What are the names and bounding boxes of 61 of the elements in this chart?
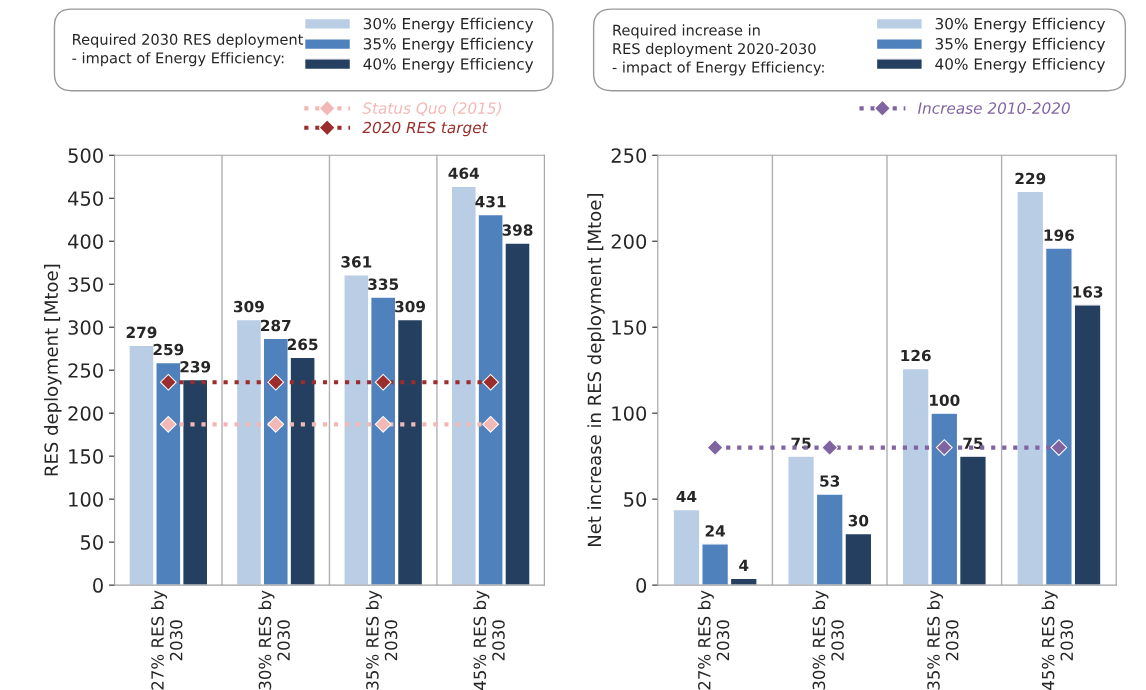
y-tick-label: 450 xyxy=(68,191,103,206)
y-tick-label: 250 xyxy=(68,363,103,378)
legend-label: 30% Energy Efficiency xyxy=(363,17,534,33)
legend-label: Increase 2010-2020 xyxy=(917,102,1070,114)
legend-title: Required 2030 RES deployment - impact of Energy Efficiency: xyxy=(72,33,304,67)
y-tick-label: 100 xyxy=(69,492,103,507)
y-axis-title: RES deployment [Mtoe] xyxy=(44,264,62,476)
data-label: 30 xyxy=(848,514,869,527)
data-label: 44 xyxy=(676,490,697,503)
data-label: 53 xyxy=(820,475,840,487)
y-tick-label: 200 xyxy=(68,406,103,421)
legend-label: 30% Energy Efficiency xyxy=(935,17,1106,33)
data-label: 229 xyxy=(1015,172,1046,185)
legend-label: 40% Energy Efficiency xyxy=(935,57,1106,73)
data-label: 279 xyxy=(126,326,157,339)
data-label: 163 xyxy=(1073,286,1103,298)
data-label: 398 xyxy=(502,224,533,236)
y-tick-label: 200 xyxy=(611,234,647,249)
data-label: 239 xyxy=(180,360,211,373)
data-label: 464 xyxy=(448,167,480,180)
data-label: 431 xyxy=(475,195,506,208)
legend-label: 35% Energy Efficiency xyxy=(363,37,534,53)
data-label: 335 xyxy=(368,278,399,290)
data-label: 361 xyxy=(341,256,372,268)
legend-title: Required increase in RES deployment 2020-2030 - impact of Energy Efficiency: xyxy=(612,24,824,76)
y-tick-label: 150 xyxy=(612,320,647,335)
data-label: 24 xyxy=(705,525,726,537)
legend-label: 2020 RES target xyxy=(362,121,489,137)
x-tick-label: 30% RES by 2030 xyxy=(812,590,844,690)
y-axis-title: Net increase in RES deployment [Mtoe] xyxy=(587,194,605,547)
x-tick-label: 27% RES by 2030 xyxy=(697,590,730,690)
data-label: 309 xyxy=(395,300,426,313)
y-tick-label: 50 xyxy=(624,492,647,507)
data-label: 309 xyxy=(233,300,264,313)
y-tick-label: 350 xyxy=(68,277,103,292)
x-tick-label: 45% RES by 2030 xyxy=(473,590,505,690)
x-tick-label: 45% RES by 2030 xyxy=(1041,590,1074,690)
y-tick-label: 0 xyxy=(636,578,647,593)
y-tick-label: 400 xyxy=(68,234,103,249)
legend-label: Status Quo (2015) xyxy=(362,102,502,116)
y-tick-label: 250 xyxy=(611,148,647,163)
data-label: 75 xyxy=(963,437,983,450)
x-tick-label: 30% RES by 2030 xyxy=(258,590,290,690)
y-tick-label: 50 xyxy=(80,535,103,550)
data-label: 196 xyxy=(1044,229,1075,241)
data-label: 259 xyxy=(153,343,184,356)
y-tick-label: 0 xyxy=(93,578,103,593)
legend-label: 40% Energy Efficiency xyxy=(363,57,534,73)
y-tick-label: 300 xyxy=(68,320,103,335)
y-tick-label: 100 xyxy=(612,406,647,421)
y-tick-label: 150 xyxy=(69,449,103,464)
legend-label: 35% Energy Efficiency xyxy=(935,37,1106,53)
y-tick-label: 500 xyxy=(68,148,103,163)
data-label: 100 xyxy=(930,394,960,407)
data-label: 265 xyxy=(287,338,318,351)
data-label: 126 xyxy=(901,349,931,362)
data-label: 287 xyxy=(261,319,291,332)
x-tick-label: 27% RES by 2030 xyxy=(150,590,183,690)
data-label: 4 xyxy=(739,559,749,571)
x-tick-label: 35% RES by 2030 xyxy=(365,590,398,690)
x-tick-label: 35% RES by 2030 xyxy=(926,590,959,690)
